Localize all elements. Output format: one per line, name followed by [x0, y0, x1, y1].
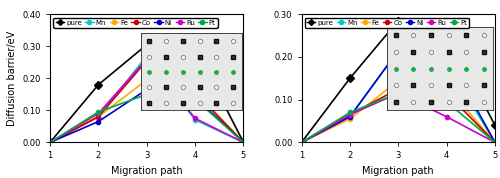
Legend: pure, Mn, Fe, Co, Ni, Ru, Pt: pure, Mn, Fe, Co, Ni, Ru, Pt [54, 18, 218, 28]
Y-axis label: Diffusion barrier/eV: Diffusion barrier/eV [7, 31, 17, 126]
X-axis label: Migration path: Migration path [362, 166, 434, 176]
Legend: pure, Mn, Fe, Co, Ni, Ru, Pt: pure, Mn, Fe, Co, Ni, Ru, Pt [305, 18, 469, 28]
X-axis label: Migration path: Migration path [111, 166, 182, 176]
